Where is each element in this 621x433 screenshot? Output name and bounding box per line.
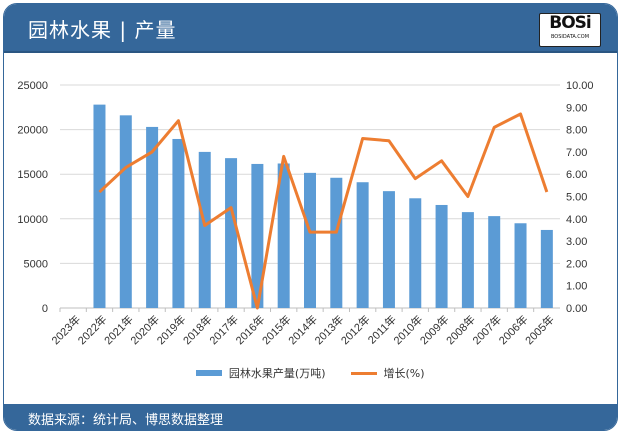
bar [356, 182, 369, 308]
bar [251, 163, 264, 308]
y-right-tick-label: 7.00 [566, 147, 587, 159]
page-title: 园林水果 | 产量 [28, 18, 177, 42]
bar [225, 158, 238, 308]
bar [146, 126, 159, 308]
bosi-logo: BOSi BOSIDATA.COM [539, 13, 601, 47]
bar [382, 191, 395, 308]
bar [409, 198, 422, 308]
y-right-tick-label: 0.00 [566, 303, 587, 315]
bar [540, 229, 553, 308]
x-tick-label: 2005年 [522, 312, 557, 347]
legend-bar-label: 园林水果产量(万吨) [228, 367, 326, 380]
y-right-tick-label: 2.00 [566, 258, 587, 270]
bar [488, 216, 501, 308]
y-right-tick-label: 8.00 [566, 125, 587, 137]
y-right-tick-label: 9.00 [566, 102, 587, 114]
chart-card: 园林水果 | 产量 BOSi BOSIDATA.COM 数据来源：统计局、博思数… [3, 3, 618, 431]
y-left-tick-label: 15000 [17, 169, 48, 181]
bar [172, 138, 185, 308]
y-right-tick-label: 10.00 [566, 80, 594, 92]
y-left-tick-label: 5000 [24, 258, 48, 270]
legend-line-swatch [351, 371, 378, 375]
bar [514, 223, 527, 308]
bar [198, 151, 211, 308]
y-right-tick-label: 5.00 [566, 192, 587, 204]
bar [461, 212, 474, 308]
y-left-tick-label: 0 [42, 303, 48, 315]
logo-text: BOSi [549, 13, 591, 33]
bar [277, 163, 290, 308]
growth-line [98, 112, 549, 310]
y-left-tick-label: 10000 [17, 214, 48, 226]
bar [330, 177, 343, 308]
y-right-tick-label: 4.00 [566, 214, 587, 226]
logo-subtext: BOSIDATA.COM [550, 34, 590, 40]
bar [119, 115, 132, 308]
y-right-tick-label: 3.00 [566, 236, 587, 248]
data-source: 数据来源：统计局、博思数据整理 [28, 413, 224, 428]
x-tick-label: 2012年 [338, 312, 373, 347]
y-right-tick-label: 1.00 [566, 281, 587, 293]
header-bar: 园林水果 | 产量 BOSi BOSIDATA.COM [4, 4, 617, 53]
bar [304, 172, 316, 308]
footer-bar: 数据来源：统计局、博思数据整理 [4, 404, 617, 430]
bar [435, 204, 448, 308]
y-right-tick-label: 6.00 [566, 169, 587, 181]
legend: 园林水果产量(万吨) 增长(%) [0, 365, 621, 381]
y-left-tick-label: 25000 [17, 80, 48, 92]
legend-bar-swatch [196, 370, 223, 376]
y-left-tick-label: 20000 [17, 125, 48, 137]
legend-line-label: 增长(%) [383, 367, 425, 380]
bar [93, 104, 106, 309]
